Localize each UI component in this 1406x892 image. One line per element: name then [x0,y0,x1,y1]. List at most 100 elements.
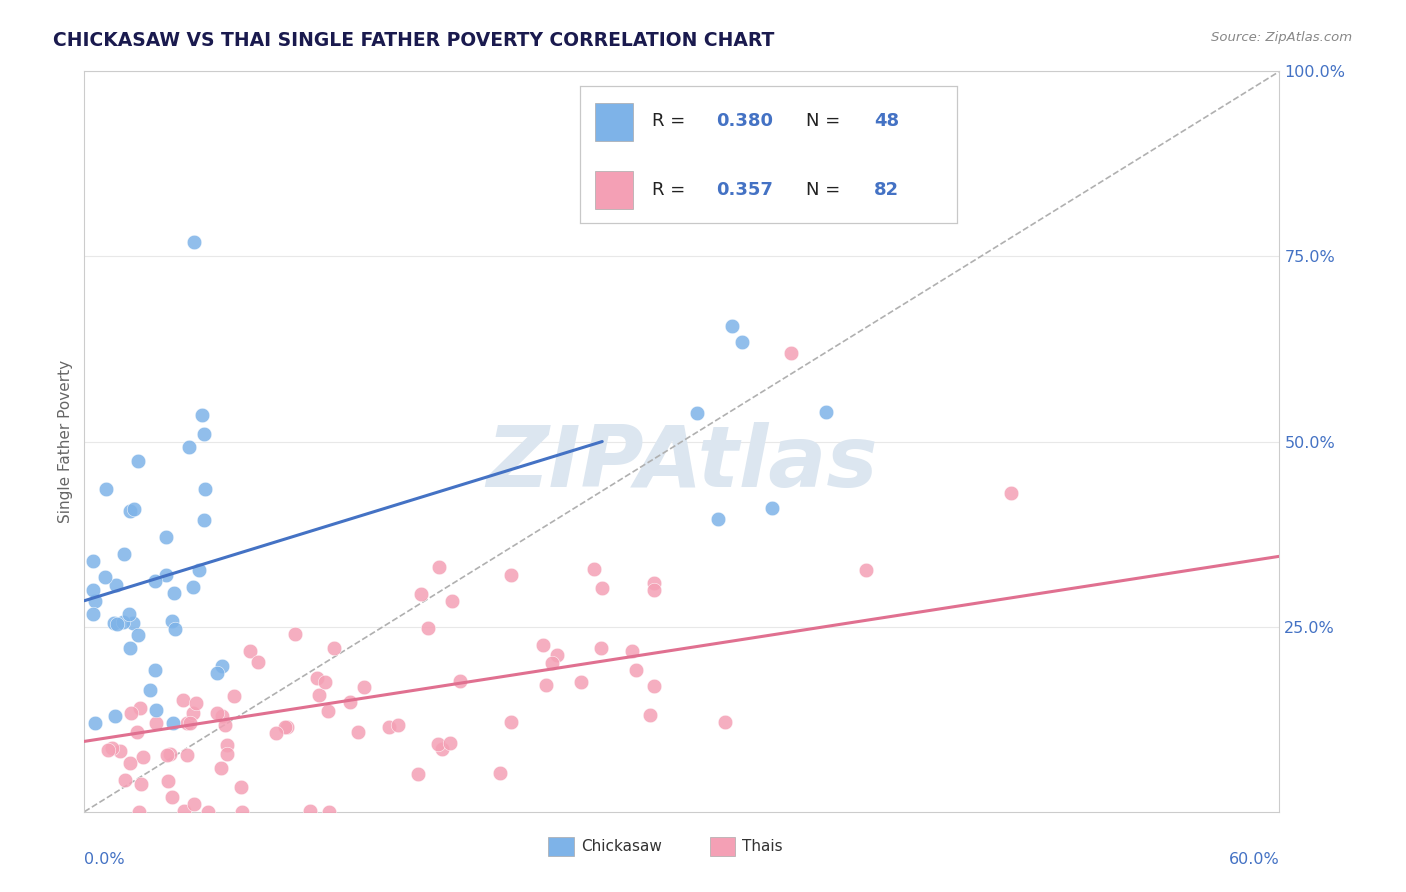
Point [378,721,401,735]
Point [183,797,205,811]
Point [231,780,253,794]
Text: Chickasaw: Chickasaw [581,839,662,854]
Point [339,695,361,709]
Point [247,655,270,669]
Point [83,715,105,730]
Point [162,789,184,804]
Point [156,774,179,789]
Point [155,567,177,582]
Point [1000,486,1022,500]
Point [117,607,139,621]
Point [211,709,233,723]
Point [163,622,186,636]
Point [780,345,803,359]
Point [131,750,153,764]
Point [114,773,136,788]
Point [215,747,238,761]
Point [643,680,665,694]
Point [546,648,568,662]
Text: 60.0%: 60.0% [1229,853,1279,867]
Point [176,748,198,763]
Point [94,482,117,496]
Point [411,586,433,600]
Point [353,681,375,695]
Point [640,707,662,722]
Point [264,726,287,740]
Point [499,568,522,582]
Point [714,715,737,730]
Point [193,426,215,441]
Point [129,701,152,715]
Point [347,725,370,739]
Point [591,641,613,656]
Point [183,235,205,249]
Point [814,405,837,419]
Point [172,693,194,707]
Point [143,663,166,677]
Point [191,408,214,422]
Point [307,671,329,685]
Point [449,673,471,688]
Point [276,720,298,734]
Text: CHICKASAW VS THAI SINGLE FATHER POVERTY CORRELATION CHART: CHICKASAW VS THAI SINGLE FATHER POVERTY … [53,31,775,50]
Point [145,715,167,730]
Point [214,717,236,731]
Point [222,690,245,704]
Point [193,513,215,527]
Point [626,663,648,677]
Point [101,740,124,755]
Point [176,716,198,731]
Point [97,743,120,757]
Point [686,406,709,420]
Point [416,621,439,635]
Point [427,559,450,574]
Point [179,440,201,454]
Point [721,318,744,333]
Point [205,706,228,720]
Point [127,454,149,468]
Point [531,638,554,652]
Point [314,674,336,689]
Point [120,504,142,518]
Point [284,627,307,641]
Point [209,761,232,775]
Point [143,574,166,588]
Point [145,703,167,717]
Point [111,615,134,629]
Point [761,501,783,516]
Text: ZIPAtlas: ZIPAtlas [486,422,877,505]
Point [239,644,262,658]
Point [308,689,330,703]
Point [643,583,665,598]
Point [128,805,150,819]
Point [197,805,219,819]
Point [569,675,592,690]
Text: Source: ZipAtlas.com: Source: ZipAtlas.com [1212,31,1353,45]
Point [217,738,239,752]
Point [118,640,141,655]
Point [159,747,181,761]
Point [430,742,453,756]
Point [318,805,340,819]
Point [406,767,429,781]
Point [231,805,253,819]
Point [121,615,143,630]
Point [118,756,141,771]
Point [93,570,115,584]
Point [84,594,107,608]
Y-axis label: Single Father Poverty: Single Father Poverty [58,360,73,523]
Point [194,482,217,496]
Point [127,628,149,642]
Point [183,706,205,720]
Point [855,563,877,577]
Point [591,582,613,596]
Point [540,656,562,670]
Point [125,725,148,739]
Point [298,804,321,818]
Point [82,553,104,567]
Point [173,804,195,818]
Point [110,744,132,758]
Point [322,640,344,655]
Point [131,777,153,791]
Point [162,585,184,599]
